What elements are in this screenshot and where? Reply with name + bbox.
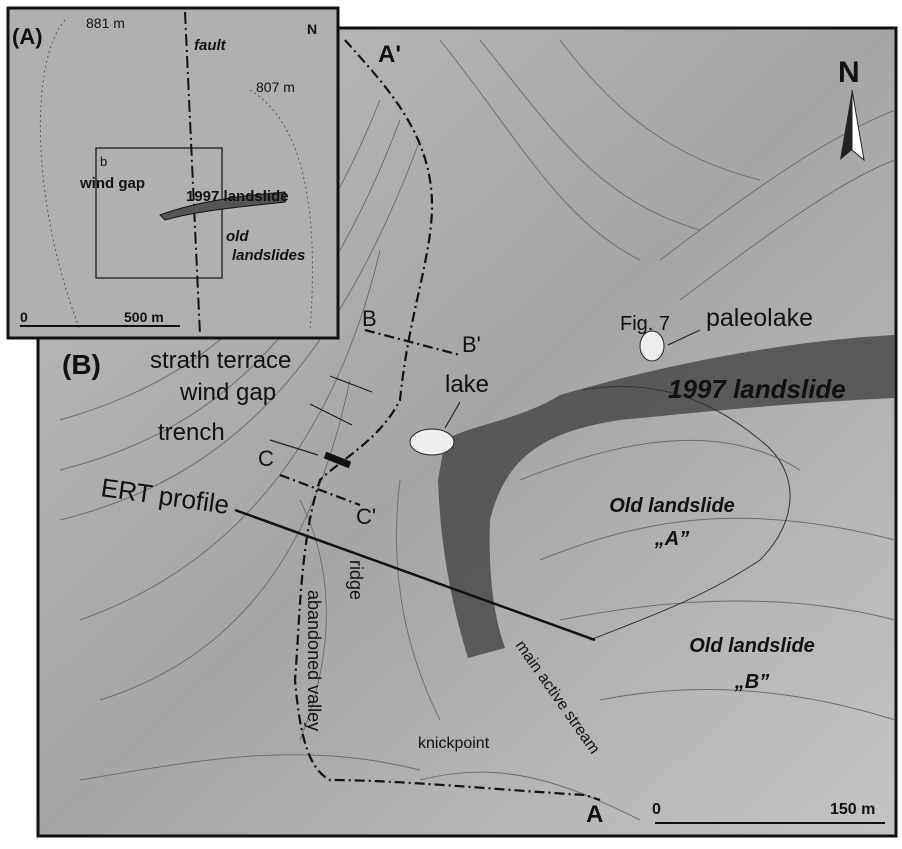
label: Old landslide	[609, 495, 735, 517]
label: 0	[20, 309, 28, 325]
label: 0	[652, 801, 661, 818]
label: lake	[445, 371, 489, 398]
label: A'	[378, 41, 401, 68]
label: wind gap	[79, 175, 145, 192]
label: trench	[158, 419, 225, 446]
lake	[410, 429, 454, 455]
label: 150 m	[830, 801, 875, 818]
label: 1997 landslide	[668, 374, 846, 404]
paleolake	[640, 331, 664, 361]
label: N	[307, 21, 317, 37]
label: „A”	[654, 528, 689, 550]
label: Fig. 7	[620, 313, 670, 335]
label: N	[838, 56, 860, 89]
label: B	[362, 306, 377, 331]
label: old	[226, 228, 249, 245]
label: fault	[194, 37, 227, 54]
label: (B)	[62, 349, 101, 380]
inset-map	[8, 8, 338, 338]
label: 1997 landslide	[186, 188, 289, 205]
label: strath terrace	[150, 347, 291, 374]
label: 807 m	[256, 79, 295, 95]
label: B'	[462, 332, 481, 357]
label: knickpoint	[418, 735, 490, 752]
label: abandoned valley	[304, 590, 324, 731]
label: Old landslide	[689, 635, 815, 657]
label: (A)	[12, 24, 43, 49]
label: C'	[356, 504, 376, 529]
label: wind gap	[179, 379, 276, 406]
label: ridge	[346, 560, 366, 600]
label: b	[100, 154, 107, 169]
inset: (A) 881 m fault 807 m N b wind gap 1997 …	[8, 8, 338, 338]
label: landslides	[232, 247, 305, 264]
label: 500 m	[124, 309, 164, 325]
label: A	[586, 801, 603, 828]
label: 881 m	[86, 15, 125, 31]
label: C	[258, 446, 274, 471]
figure: A' N B B' Fig. 7 paleolake (B) strath te…	[0, 0, 902, 844]
label: paleolake	[706, 304, 813, 332]
label: „B”	[734, 671, 769, 693]
